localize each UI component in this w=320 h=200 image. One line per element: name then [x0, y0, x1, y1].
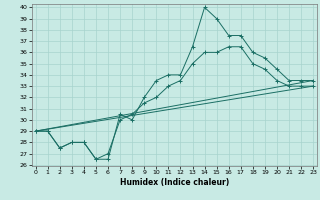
X-axis label: Humidex (Indice chaleur): Humidex (Indice chaleur)	[120, 178, 229, 187]
